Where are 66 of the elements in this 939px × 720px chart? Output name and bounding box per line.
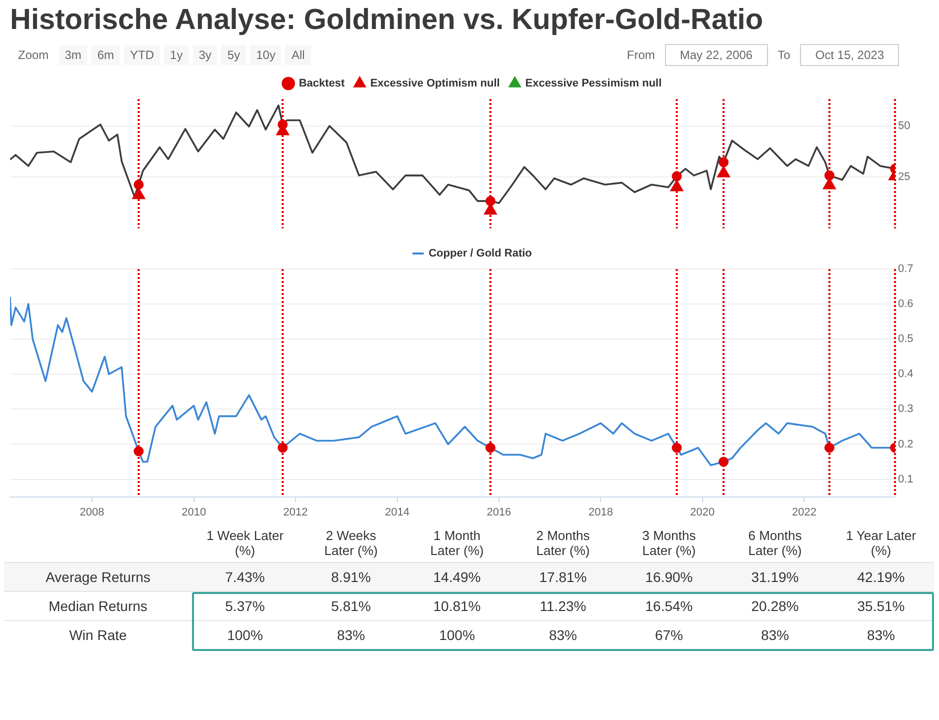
legend-label: Excessive Optimism null (370, 78, 500, 90)
y-tick-label: 0.2 (898, 438, 914, 450)
x-tick-label: 2008 (80, 506, 104, 518)
text: 83% (760, 627, 790, 643)
x-tick-label: 2020 (690, 506, 715, 518)
x-tick-label: 2022 (792, 506, 816, 518)
text: 5.37% (225, 598, 265, 614)
y-tick-label: 25 (898, 171, 910, 184)
text: May 22, 2006 (664, 44, 768, 66)
text: To (776, 47, 792, 64)
x-tick-label: 2014 (385, 506, 410, 518)
text: From (626, 47, 656, 64)
text: 3m (58, 45, 88, 65)
text: Zoom (17, 47, 50, 64)
text: 35.51% (857, 598, 905, 614)
x-tick-label: 2018 (588, 506, 613, 518)
category-label: 1 Week Later (%) (205, 528, 285, 558)
category-label: Win Rate (69, 627, 127, 643)
text: 42.19% (857, 569, 905, 585)
x-tick-label: 2010 (182, 506, 206, 518)
legend-label: Backtest (298, 78, 346, 90)
text: 83% (336, 627, 366, 643)
text: 67% (654, 627, 684, 643)
x-tick-label: 2012 (283, 506, 308, 518)
legend-label: Excessive Pessimism null (525, 78, 662, 90)
text: 10.81% (433, 598, 481, 614)
text: 16.90% (645, 569, 693, 585)
category-label: Average Returns (46, 569, 150, 585)
text: 8.91% (331, 569, 371, 585)
text: 6m (91, 45, 120, 65)
text: 10y (250, 45, 282, 65)
text: 11.23% (540, 598, 586, 614)
text: 100% (439, 627, 475, 643)
text: YTD (124, 45, 160, 65)
text: 17.81% (539, 569, 587, 585)
legend-label: Copper / Gold Ratio (428, 248, 532, 260)
text: 3y (192, 45, 218, 65)
text: All (285, 45, 311, 65)
y-tick-label: 0.6 (898, 298, 914, 310)
y-tick-label: 0.5 (898, 333, 914, 346)
category-label: 1 Month Later (%) (429, 528, 485, 558)
text: 83% (548, 627, 578, 643)
text: 100% (227, 627, 263, 643)
category-label: 2 Months Later (%) (535, 528, 591, 558)
category-label: Median Returns (48, 598, 148, 614)
y-tick-label: 0.4 (898, 368, 914, 380)
text: 14.49% (433, 569, 481, 585)
text: 5.81% (331, 598, 371, 614)
text: 31.19% (751, 569, 799, 585)
category-label: 6 Months Later (%) (747, 528, 803, 558)
y-tick-label: 50 (898, 120, 910, 132)
category-label: 1 Year Later (%) (844, 528, 918, 558)
text: 7.43% (225, 569, 265, 585)
text: 16.54% (645, 598, 693, 614)
x-tick-label: 2016 (486, 506, 512, 518)
category-label: 3 Months Later (%) (641, 528, 697, 558)
y-tick-label: 0.1 (898, 473, 914, 486)
text: Oct 15, 2023 (800, 44, 899, 66)
text: 20.28% (751, 598, 799, 614)
category-label: 2 Weeks Later (%) (323, 528, 379, 558)
text: 83% (866, 627, 896, 643)
text: 1y (164, 45, 189, 65)
text: 5y (221, 45, 246, 65)
y-tick-label: 0.3 (898, 403, 914, 416)
chart-title: Historische Analyse: Goldminen vs. Kupfer-Gold-Ratio (9, 3, 764, 38)
y-tick-label: 0.7 (898, 263, 914, 276)
